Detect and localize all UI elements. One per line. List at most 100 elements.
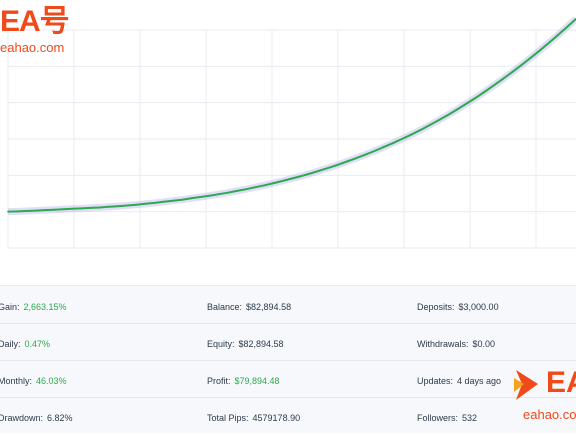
stat-label: Updates: <box>417 376 454 386</box>
stat-label: Gain: <box>0 302 20 312</box>
data-point <box>437 119 440 122</box>
data-point <box>401 138 403 140</box>
data-point <box>153 202 156 204</box>
data-point <box>272 182 275 185</box>
watermark-logo-top: EA号 eahao.com <box>0 5 70 56</box>
chart-grid <box>7 29 576 249</box>
stat-item: Profit: $79,894.48 <box>207 376 280 386</box>
data-point <box>16 210 19 213</box>
data-point <box>34 209 37 212</box>
data-point <box>52 208 55 211</box>
stat-value: 4 days ago <box>457 376 502 386</box>
stat-item: Equity: $82,894.58 <box>207 339 284 349</box>
data-point <box>520 64 522 67</box>
data-point <box>80 207 83 210</box>
stat-item: Balance: $82,894.58 <box>207 302 291 312</box>
stat-label: Deposits: <box>417 302 455 312</box>
stats-row: Daily: 0.47% Equity: $82,894.58 Withdrawals:… <box>0 323 576 361</box>
data-point <box>263 184 266 187</box>
data-point <box>217 193 220 196</box>
watermark-url-br: eahao.co <box>523 407 576 422</box>
data-point <box>117 205 119 208</box>
stat-label: Withdrawals: <box>417 339 469 349</box>
data-point <box>419 129 422 132</box>
stat-item: Total Pips: 4579178.90 <box>207 413 300 423</box>
data-point <box>199 196 202 198</box>
stat-label: Equity: <box>207 339 235 349</box>
data-point <box>227 191 229 194</box>
data-point <box>135 203 138 206</box>
data-point <box>373 150 376 152</box>
watermark-mark: EA号 <box>0 5 70 38</box>
stat-value: 4579178.90 <box>252 413 301 423</box>
data-point <box>428 124 431 127</box>
data-point <box>556 34 559 37</box>
data-point <box>318 169 321 172</box>
data-point <box>172 199 174 202</box>
data-point <box>492 84 495 87</box>
data-point <box>382 146 385 149</box>
data-point <box>281 180 284 182</box>
data-point <box>245 188 248 191</box>
data-point <box>410 133 412 136</box>
stat-item: Monthly: 46.03% <box>0 376 67 386</box>
stat-item: Gain: 2,663.15% <box>0 302 67 312</box>
watermark-url: eahao.com <box>0 40 65 55</box>
stat-value: $3,000.00 <box>458 302 499 312</box>
chart-svg <box>7 16 576 249</box>
data-point <box>107 205 110 208</box>
stat-value: $82,894.58 <box>246 302 292 312</box>
data-point <box>547 42 550 44</box>
stat-value: 46.03% <box>36 376 67 386</box>
data-point <box>7 210 9 213</box>
data-point <box>71 207 73 210</box>
stat-label: Balance: <box>207 302 243 312</box>
data-point <box>501 78 504 80</box>
data-point <box>309 172 312 175</box>
data-point <box>456 108 458 111</box>
data-point <box>327 166 330 169</box>
watermark-logo-bottom-right: EA eahao.co <box>512 366 576 426</box>
stat-label: Monthly: <box>0 376 33 386</box>
stat-value: $79,894.48 <box>234 376 280 386</box>
data-point <box>98 206 101 209</box>
stat-value: $82,894.58 <box>238 339 284 349</box>
series-line-glow <box>7 16 576 216</box>
data-point <box>162 200 165 203</box>
data-point <box>181 198 184 201</box>
data-point <box>538 49 541 52</box>
data-point <box>25 210 28 212</box>
data-point <box>89 207 92 209</box>
stats-row: Drawdown: 6.82% Total Pips: 4579178.90 Follo… <box>0 397 576 434</box>
data-point <box>529 57 532 60</box>
data-point <box>364 153 367 156</box>
stat-label: Profit: <box>207 376 231 386</box>
stats-row: Monthly: 46.03% Profit: $79,894.48 Updates: 4… <box>0 360 576 398</box>
fish-logo-icon <box>514 370 538 400</box>
data-point <box>291 177 293 180</box>
data-point <box>465 103 467 105</box>
stat-value: 6.82% <box>47 413 73 423</box>
stat-item: Updates: 4 days ago <box>417 376 501 386</box>
data-point <box>300 175 303 178</box>
data-point <box>355 157 357 160</box>
data-point <box>236 190 238 192</box>
data-point <box>254 186 257 189</box>
stat-label: Drawdown: <box>0 413 44 423</box>
stat-item: Drawdown: 6.82% <box>0 413 73 423</box>
stat-item: Followers: 532 <box>417 413 477 423</box>
stat-value: $0.00 <box>472 339 496 349</box>
series-line <box>7 18 576 213</box>
data-point <box>208 194 211 197</box>
stat-label: Followers: <box>417 413 459 423</box>
stat-item: Daily: 0.47% <box>0 339 50 349</box>
data-point <box>126 204 128 207</box>
stat-label: Daily: <box>0 339 21 349</box>
data-point <box>511 71 513 74</box>
data-point <box>474 97 477 99</box>
stats-row: Gain: 2,663.15% Balance: $82,894.58 Deposits… <box>0 286 576 324</box>
stat-value: 2,663.15% <box>23 302 67 312</box>
equity-chart <box>7 16 576 249</box>
data-point <box>43 209 46 212</box>
stat-label: Total Pips: <box>207 413 249 423</box>
